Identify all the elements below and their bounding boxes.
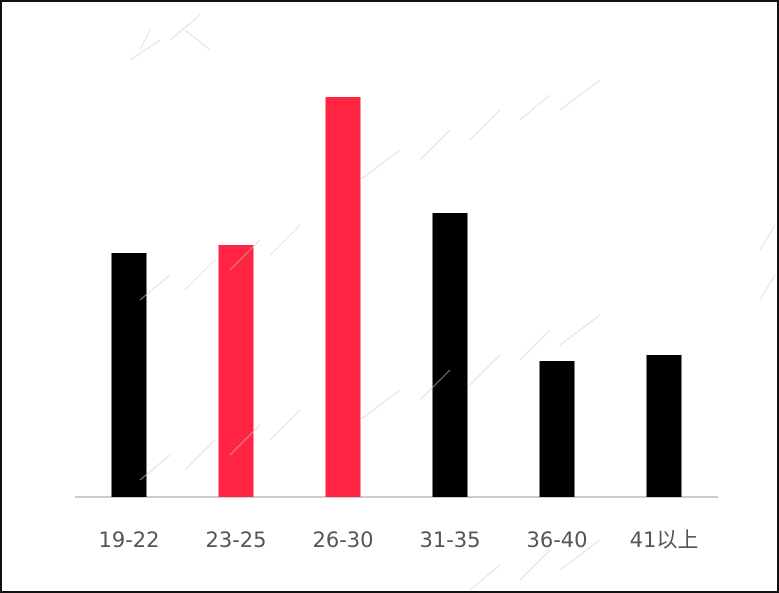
bar-4 xyxy=(539,361,575,497)
x-tick-label-1: 23-25 xyxy=(205,528,266,552)
x-tick-label-5: 41以上 xyxy=(630,528,699,552)
bar-2 xyxy=(325,97,361,497)
x-tick-label-2: 26-30 xyxy=(312,528,373,552)
bar-5 xyxy=(646,355,682,497)
bar-1 xyxy=(218,245,254,497)
bars-group xyxy=(111,97,682,497)
x-tick-label-0: 19-22 xyxy=(98,528,159,552)
bar-3 xyxy=(432,213,468,497)
x-tick-label-3: 31-35 xyxy=(419,528,480,552)
bar-0 xyxy=(111,253,147,497)
x-tick-label-4: 36-40 xyxy=(526,528,587,552)
x-tick-labels: 19-22 23-25 26-30 31-35 36-40 41以上 xyxy=(98,528,698,552)
